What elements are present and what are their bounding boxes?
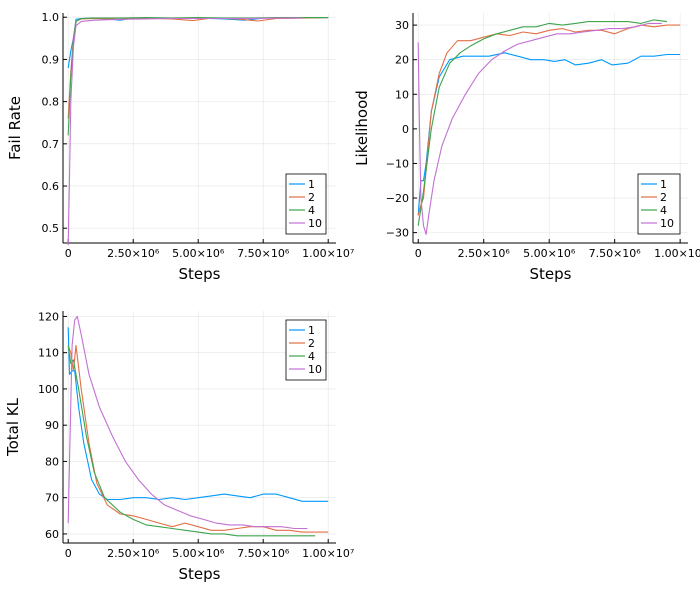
total-kl-series-2-line [67, 344, 329, 533]
total-kl-series-4-line [67, 345, 316, 537]
likelihood-series-10-line [417, 22, 662, 235]
likelihood-y-tick-label: −10 [386, 157, 409, 170]
total-kl-y-tick-label: 110 [38, 347, 59, 360]
fail-rate-x-axis-label: Steps [179, 265, 221, 283]
fail-rate-x-tick-label: 7.50×10⁶ [237, 247, 290, 260]
total-kl-y-tick-label: 120 [38, 310, 59, 323]
likelihood-chart: 0 2.50×10⁶ 5.00×10⁶ 7.50×10⁶ 1.00×10⁷ −30 −20 −… [353, 13, 700, 283]
total-kl-series-1-line [67, 327, 329, 502]
fail-rate-y-tick-label: 0.8 [42, 96, 60, 109]
fail-rate-y-tick-label: 1.0 [42, 11, 60, 24]
total-kl-series-10-line [67, 315, 308, 530]
fail-rate-legend-label-1: 1 [308, 178, 315, 191]
fail-rate-chart: 0 2.50×10⁶ 5.00×10⁶ 7.50×10⁶ 1.00×10⁷ 0.5 0.6 0… [6, 11, 354, 283]
total-kl-legend-label-10: 10 [308, 363, 322, 376]
likelihood-x-tick-label: 0 [415, 247, 422, 260]
fail-rate-y-tick-label: 0.7 [42, 138, 60, 151]
likelihood-y-tick-label: 0 [402, 123, 409, 136]
fail-rate-x-tick-label: 1.00×10⁷ [302, 247, 354, 260]
fail-rate-x-tick-label: 5.00×10⁶ [172, 247, 225, 260]
total-kl-legend-label-2: 2 [308, 337, 315, 350]
likelihood-y-tick-label: −30 [386, 227, 409, 240]
total-kl-x-tick-label: 2.50×10⁶ [107, 547, 160, 560]
likelihood-x-tick-label: 1.00×10⁷ [654, 247, 700, 260]
fail-rate-y-tick-label: 0.5 [42, 222, 60, 235]
total-kl-legend-label-1: 1 [308, 324, 315, 337]
fail-rate-y-axis-label: Fail Rate [6, 96, 24, 160]
likelihood-y-tick-label: −20 [386, 192, 409, 205]
total-kl-x-tick-label: 5.00×10⁶ [172, 547, 225, 560]
total-kl-x-axis-label: Steps [179, 565, 221, 583]
total-kl-x-tick-label: 7.50×10⁶ [237, 547, 290, 560]
total-kl-chart: 0 2.50×10⁶ 5.00×10⁶ 7.50×10⁶ 1.00×10⁷ 60 70 80 9… [4, 310, 354, 583]
likelihood-legend-label-10: 10 [660, 217, 674, 230]
fail-rate-x-tick-label: 0 [65, 247, 72, 260]
likelihood-x-axis-label: Steps [530, 265, 572, 283]
likelihood-x-tick-label: 7.50×10⁶ [589, 247, 642, 260]
total-kl-x-tick-label: 1.00×10⁷ [302, 547, 354, 560]
likelihood-legend-label-4: 4 [660, 204, 667, 217]
total-kl-y-axis-label: Total KL [4, 397, 22, 457]
fail-rate-y-tick-label: 0.6 [42, 180, 60, 193]
fail-rate-legend-label-4: 4 [308, 204, 315, 217]
likelihood-legend-label-1: 1 [660, 178, 667, 191]
likelihood-y-tick-label: 20 [395, 54, 409, 67]
total-kl-y-tick-label: 60 [45, 528, 59, 541]
likelihood-series-2-line [417, 24, 681, 216]
fail-rate-series-10-line [67, 17, 303, 246]
total-kl-x-tick-label: 0 [65, 547, 72, 560]
fail-rate-legend-label-10: 10 [308, 217, 322, 230]
likelihood-y-tick-label: 10 [395, 88, 409, 101]
likelihood-series-4-line [417, 19, 668, 226]
total-kl-y-tick-label: 80 [45, 455, 59, 468]
total-kl-y-tick-label: 100 [38, 383, 59, 396]
likelihood-x-tick-label: 2.50×10⁶ [458, 247, 511, 260]
fail-rate-y-tick-label: 0.9 [42, 53, 60, 66]
total-kl-legend-label-4: 4 [308, 350, 315, 363]
total-kl-y-tick-label: 70 [45, 492, 59, 505]
total-kl-y-tick-label: 90 [45, 419, 59, 432]
likelihood-x-tick-label: 5.00×10⁶ [523, 247, 576, 260]
likelihood-y-tick-label: 30 [395, 19, 409, 32]
fail-rate-legend-label-2: 2 [308, 191, 315, 204]
fail-rate-x-tick-label: 2.50×10⁶ [107, 247, 160, 260]
likelihood-legend-label-2: 2 [660, 191, 667, 204]
likelihood-y-axis-label: Likelihood [353, 90, 371, 166]
